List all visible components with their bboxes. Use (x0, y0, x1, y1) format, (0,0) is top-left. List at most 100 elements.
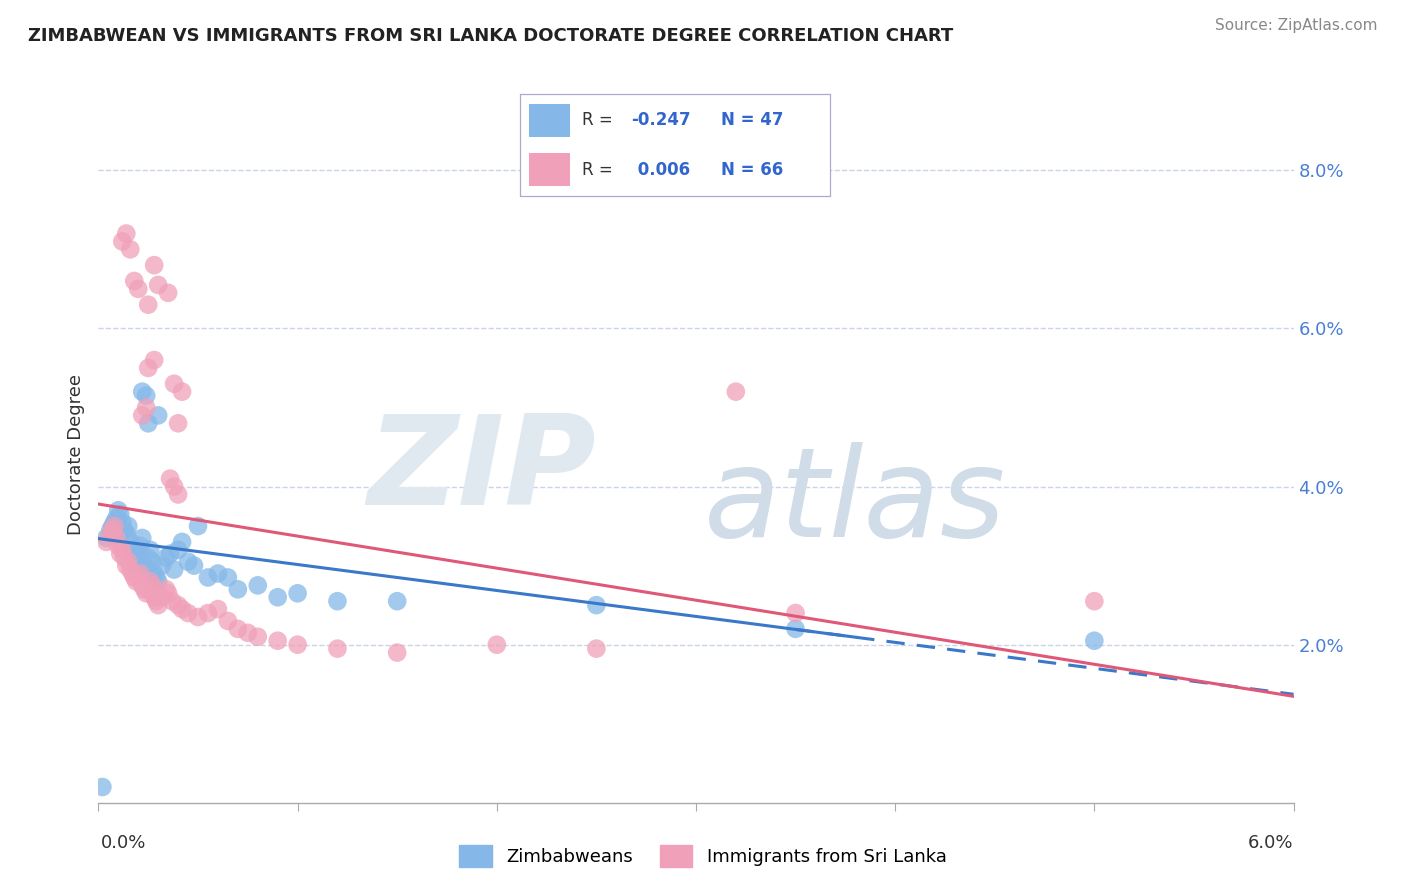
Point (120, 535, 142, 549)
Point (125, 574, 148, 589)
Point (136, 582, 159, 597)
Point (111, 542, 134, 557)
Point (267, 633, 290, 648)
Point (585, 598, 607, 612)
Point (148, 598, 170, 612)
Point (103, 519, 125, 533)
Point (127, 570, 149, 584)
Point (134, 582, 156, 597)
Point (197, 570, 219, 584)
Text: 6.0%: 6.0% (1249, 834, 1294, 852)
Point (143, 591, 166, 605)
Point (148, 277, 170, 292)
Point (724, 384, 747, 399)
Point (785, 606, 807, 620)
Text: R =: R = (582, 112, 619, 129)
Point (135, 401, 157, 415)
Point (124, 570, 146, 584)
Point (172, 602, 194, 616)
Point (197, 606, 219, 620)
Point (207, 602, 229, 616)
Point (120, 563, 142, 577)
Point (143, 258, 166, 272)
Point (145, 570, 167, 584)
Point (143, 566, 166, 581)
Point (157, 586, 180, 600)
FancyBboxPatch shape (530, 153, 569, 186)
Point (148, 574, 170, 589)
Point (267, 591, 290, 605)
Point (172, 535, 194, 549)
Point (110, 507, 132, 521)
Point (177, 555, 200, 569)
Point (96, 531, 118, 545)
Point (115, 558, 138, 573)
Point (163, 376, 186, 391)
Text: ZIP: ZIP (367, 410, 596, 532)
Point (326, 641, 349, 656)
Text: atlas: atlas (704, 442, 1007, 563)
Point (155, 582, 177, 597)
Point (1083, 633, 1105, 648)
Point (98, 523, 122, 537)
Point (101, 519, 124, 533)
Point (125, 558, 148, 573)
Point (163, 563, 186, 577)
Point (136, 417, 159, 431)
Point (112, 550, 135, 565)
Text: 0.0%: 0.0% (101, 834, 146, 852)
Point (129, 539, 152, 553)
Point (91, 780, 114, 794)
Point (131, 531, 153, 545)
Point (167, 487, 190, 501)
Point (127, 547, 149, 561)
Text: N = 47: N = 47 (721, 112, 783, 129)
Point (124, 550, 146, 565)
Point (287, 638, 309, 652)
Point (246, 578, 269, 592)
Point (167, 417, 190, 431)
Point (136, 298, 159, 312)
Text: R =: R = (582, 161, 619, 178)
Point (159, 472, 181, 486)
Point (129, 566, 152, 581)
Point (163, 479, 186, 493)
Point (111, 515, 134, 529)
FancyBboxPatch shape (530, 104, 569, 136)
Point (107, 539, 129, 553)
Point (226, 622, 249, 636)
Point (143, 353, 166, 368)
Point (172, 384, 194, 399)
Point (159, 547, 181, 561)
Point (217, 570, 239, 584)
Point (121, 566, 143, 581)
Point (246, 630, 269, 644)
Point (131, 384, 153, 399)
Point (785, 622, 807, 636)
Point (226, 582, 249, 597)
Point (183, 558, 205, 573)
Point (141, 555, 163, 569)
Point (385, 646, 409, 660)
Point (127, 282, 149, 296)
Point (117, 555, 139, 569)
Point (131, 578, 153, 592)
Point (117, 519, 139, 533)
Point (1083, 594, 1105, 608)
Point (103, 515, 125, 529)
Text: Source: ZipAtlas.com: Source: ZipAtlas.com (1215, 18, 1378, 33)
Point (136, 550, 159, 565)
Legend: Zimbabweans, Immigrants from Sri Lanka: Zimbabweans, Immigrants from Sri Lanka (451, 838, 955, 874)
Point (105, 511, 128, 525)
Point (177, 606, 200, 620)
Point (131, 409, 153, 423)
Y-axis label: Doctorate Degree: Doctorate Degree (66, 375, 84, 535)
Point (135, 563, 157, 577)
Point (134, 558, 156, 573)
Point (139, 574, 162, 589)
Point (485, 638, 508, 652)
Point (105, 531, 128, 545)
Point (139, 542, 162, 557)
Text: -0.247: -0.247 (631, 112, 692, 129)
Point (115, 527, 138, 541)
